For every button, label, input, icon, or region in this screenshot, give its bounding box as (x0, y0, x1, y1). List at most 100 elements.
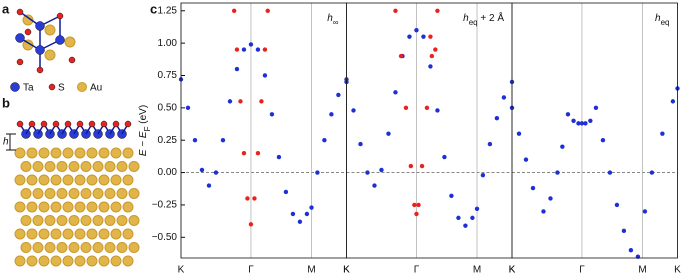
atom (104, 215, 116, 226)
band-point (336, 92, 341, 98)
band-point (494, 116, 500, 121)
band-point (487, 141, 493, 147)
atom (50, 255, 62, 267)
atom (32, 215, 44, 226)
atom (56, 161, 68, 172)
text-part: F (143, 126, 152, 131)
atom (80, 188, 92, 199)
atom (74, 255, 86, 267)
atom (100, 120, 108, 128)
atom (98, 174, 110, 186)
annotation: heq (655, 13, 669, 27)
atom (98, 228, 110, 240)
band-point (365, 170, 370, 175)
y-tick-label: 0.00 (158, 167, 178, 178)
atom (128, 188, 140, 199)
band-point (255, 47, 261, 52)
band-point (501, 95, 507, 100)
height-label: h (3, 137, 9, 148)
atom (62, 228, 74, 240)
y-tick-label: 0.50 (158, 102, 178, 113)
band-point (628, 248, 634, 253)
panel-label: c (150, 1, 157, 16)
band-point (408, 163, 414, 169)
atom (44, 215, 56, 226)
atom (38, 201, 50, 213)
plot-frame (511, 2, 678, 259)
atom (116, 161, 128, 172)
atom (80, 242, 92, 253)
atom (14, 147, 26, 159)
atom (56, 215, 68, 226)
band-panel: K Γ M K −0.50 −0.25 0.00 0.25 0.50 0.75 1.00 1.25 E … (138, 2, 350, 276)
text-part: E − E (138, 131, 149, 156)
band-point (329, 112, 334, 117)
band-point (220, 138, 226, 143)
atom (74, 201, 86, 213)
band-point (523, 157, 529, 162)
atom (50, 201, 62, 213)
band-point (398, 53, 404, 59)
atom (92, 242, 104, 253)
atom (110, 201, 122, 213)
atom (110, 147, 122, 159)
band-point (238, 99, 243, 104)
text-part: h (463, 13, 469, 24)
side-view-structure (14, 120, 140, 267)
band-point (245, 196, 250, 201)
atom (62, 201, 74, 213)
atom (14, 174, 26, 186)
atom (68, 161, 80, 172)
atom (110, 255, 122, 267)
x-tick-label: Γ (248, 265, 254, 276)
text-part: ∞ (333, 18, 339, 27)
band-point (463, 223, 468, 228)
atom (116, 188, 128, 199)
legend-label: Ta (23, 83, 34, 94)
height-arrow (6, 133, 16, 151)
top-view-structure (15, 8, 76, 74)
atom (14, 201, 26, 213)
annotation: h∞ (327, 13, 339, 27)
atom (74, 228, 86, 240)
atom (122, 201, 134, 213)
atom (26, 255, 38, 267)
x-tick-label: M (473, 265, 481, 276)
x-tick-label: K (343, 265, 350, 276)
band-point (600, 138, 606, 143)
band-point (248, 222, 254, 227)
atom (88, 120, 96, 128)
atom (32, 242, 44, 253)
x-tick-label: K (509, 265, 516, 276)
atom (44, 188, 56, 199)
band-point (516, 131, 522, 136)
band-point (248, 42, 254, 47)
band-point (571, 118, 576, 123)
band-point (351, 108, 356, 113)
atom (68, 215, 80, 226)
atom (20, 215, 32, 226)
band-point (449, 193, 454, 199)
atom (98, 147, 110, 159)
x-tick-label: Γ (579, 265, 585, 276)
band-point (379, 167, 384, 173)
band-point (579, 121, 585, 126)
band-point (470, 215, 475, 221)
legend-label: S (58, 83, 65, 94)
atom (64, 120, 72, 128)
band-point (414, 211, 419, 217)
atom (20, 242, 32, 253)
atom (92, 215, 104, 226)
band-point (649, 170, 655, 175)
atom (28, 120, 36, 128)
atom (116, 215, 128, 226)
plot-frame (180, 2, 347, 259)
band-point (429, 53, 435, 59)
band-point (393, 8, 398, 13)
atom (38, 255, 50, 267)
band-point (241, 150, 247, 156)
atom (86, 174, 98, 186)
band-point (607, 170, 613, 175)
atom (98, 201, 110, 213)
